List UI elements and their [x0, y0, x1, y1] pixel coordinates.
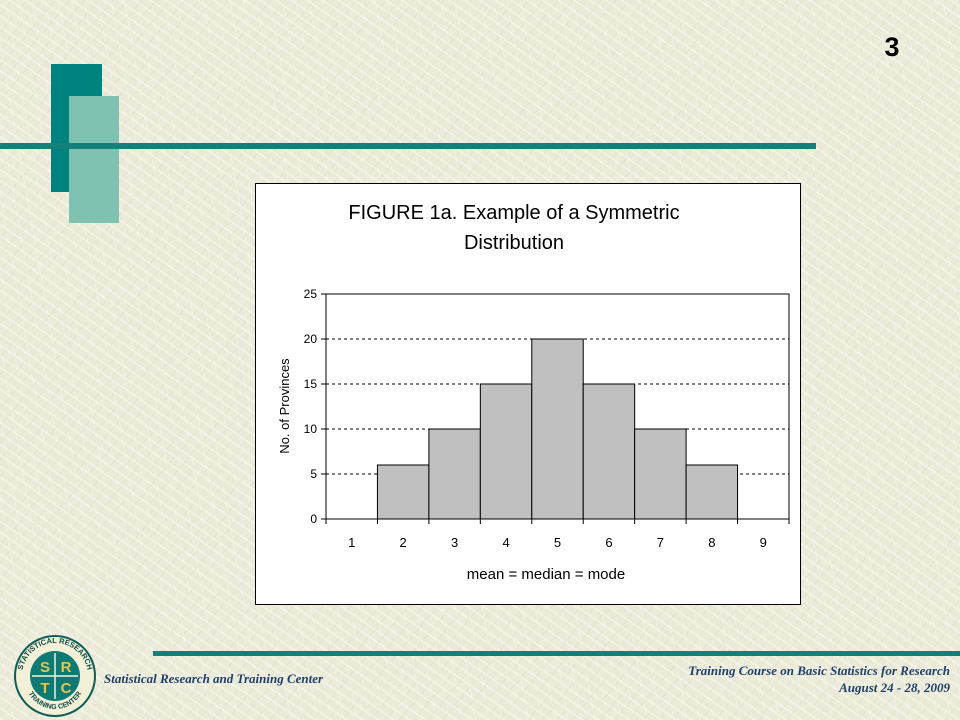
- footer-course: Training Course on Basic Statistics for …: [688, 663, 950, 678]
- x-tick-label-7: 7: [657, 535, 664, 550]
- bar-2: [376, 464, 430, 520]
- bar-3: [428, 428, 481, 520]
- histogram-chart: FIGURE 1a. Example of a Symmetric Distrib…: [277, 202, 790, 583]
- y-tick-label-0: 0: [310, 512, 317, 526]
- x-tick-label-5: 5: [554, 535, 561, 550]
- plot-area-border: [325, 293, 790, 520]
- srtc-logo: STATISTICAL RESEARCH TRAINING CENTER S R…: [14, 635, 96, 717]
- bar-5: [531, 338, 584, 520]
- x-tick-label-6: 6: [605, 535, 612, 550]
- decor-square-light: [69, 96, 119, 223]
- x-axis-label: mean = median = mode: [467, 566, 625, 583]
- slide-number: 3: [884, 32, 900, 62]
- footer-organization: Statistical Research and Training Center: [104, 671, 324, 686]
- logo-letter-t: T: [40, 680, 49, 697]
- logo-letter-c: C: [61, 680, 72, 697]
- bar-6: [582, 383, 636, 520]
- footer-course-info: Training Course on Basic Statistics for …: [688, 662, 950, 696]
- x-tick-label-8: 8: [708, 535, 715, 550]
- y-tick-label-25: 25: [304, 287, 318, 301]
- y-tick-label-5: 5: [310, 467, 317, 481]
- chart-title-line-2: Distribution: [464, 232, 564, 254]
- y-tick-label-10: 10: [304, 422, 318, 436]
- y-tick-label-20: 20: [304, 332, 318, 346]
- footer-dates: August 24 - 28, 2009: [839, 680, 950, 695]
- logo-letter-s: S: [40, 659, 50, 676]
- header-rule: [0, 143, 816, 149]
- x-tick-label-2: 2: [400, 535, 407, 550]
- y-tick-label-15: 15: [304, 377, 318, 391]
- chart-frame: FIGURE 1a. Example of a Symmetric Distrib…: [255, 183, 801, 605]
- logo-letter-r: R: [61, 659, 72, 676]
- x-tick-label-1: 1: [348, 535, 355, 550]
- x-tick-label-9: 9: [760, 535, 767, 550]
- bar-8: [685, 464, 739, 520]
- chart-title-line-1: FIGURE 1a. Example of a Symmetric: [348, 202, 679, 224]
- x-tick-label-4: 4: [502, 535, 509, 550]
- footer-rule: [153, 651, 960, 656]
- x-tick-label-3: 3: [451, 535, 458, 550]
- y-axis-label: No. of Provinces: [277, 358, 292, 454]
- bar-4: [479, 383, 533, 520]
- bar-7: [634, 428, 687, 520]
